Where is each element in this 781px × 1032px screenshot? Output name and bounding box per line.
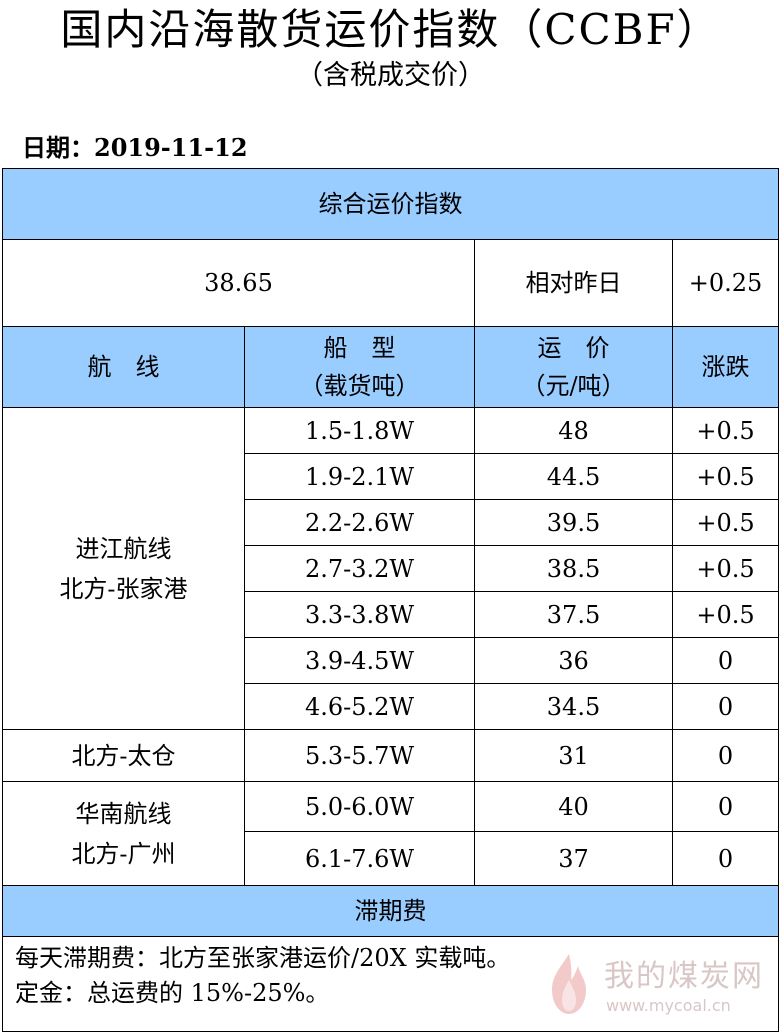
table-row: 4.6-5.2W 34.5 0: [3, 683, 779, 730]
composite-index-value: 38.65: [2, 239, 475, 327]
change-cell: 0: [672, 729, 779, 782]
composite-index-header: 综合运价指数: [2, 168, 779, 240]
compare-label: 相对昨日: [474, 239, 673, 327]
price-cell: 34.5: [474, 683, 673, 730]
table-row: 3.9-4.5W 36 0: [3, 637, 779, 684]
ship-cell: 4.6-5.2W: [244, 683, 475, 730]
page-title: 国内沿海散货运价指数（CCBF）: [60, 5, 721, 54]
table-row: 华南航线 北方-广州 5.0-6.0W 40 0: [2, 781, 779, 886]
route-line2: 北方-广州: [71, 839, 176, 868]
ship-cell: 2.2-2.6W: [244, 499, 475, 546]
demurrage-header: 滞期费: [2, 885, 779, 937]
col-header-price: 运 价 （元/吨）: [474, 326, 673, 408]
table-row: 3.3-3.8W 37.5 +0.5: [3, 591, 779, 638]
table-row: 1.9-2.1W 44.5 +0.5: [3, 453, 779, 500]
col-header-change: 涨跌: [672, 326, 779, 408]
ship-cell: 2.7-3.2W: [244, 545, 475, 592]
price-cell: 36: [474, 637, 673, 684]
ship-cell: 3.3-3.8W: [244, 591, 475, 638]
price-unit: （元/吨）: [521, 372, 626, 400]
change-cell: +0.5: [672, 499, 779, 546]
table-row: 6.1-7.6W 37 0: [3, 831, 779, 886]
ship-cell: 1.5-1.8W: [244, 407, 475, 454]
watermark-url: www.mycoal.cn: [606, 996, 731, 1015]
change-cell: +0.5: [672, 591, 779, 638]
price-cell: 37.5: [474, 591, 673, 638]
route-line1: 进江航线: [75, 534, 172, 563]
price-cell: 37: [474, 831, 673, 886]
demurrage-note: 每天滞期费：北方至张家港运价/20X 实载吨。 定金：总运费的 15%-25%。: [2, 936, 779, 1032]
deposit-note-line2: 定金：总运费的 15%-25%。: [15, 979, 330, 1007]
change-cell: +0.5: [672, 453, 779, 500]
ship-type-unit: （载货吨）: [299, 372, 420, 400]
change-cell: +0.5: [672, 407, 779, 454]
change-cell: 0: [672, 781, 779, 832]
price-label: 运 价: [537, 334, 610, 362]
change-cell: +0.5: [672, 545, 779, 592]
flame-logo-icon: [552, 954, 586, 1014]
change-cell: 0: [672, 637, 779, 684]
table-row: 进江航线 北方-张家港 1.5-1.8W 48 +0.5: [2, 407, 779, 730]
route-line1: 华南航线: [75, 799, 172, 828]
composite-change: +0.25: [672, 239, 779, 327]
ship-cell: 6.1-7.6W: [244, 831, 475, 886]
watermark-text: 我的煤炭网: [604, 959, 764, 994]
change-cell: 0: [672, 831, 779, 886]
route-line2: 北方-张家港: [59, 574, 188, 603]
price-cell: 44.5: [474, 453, 673, 500]
ship-cell: 5.0-6.0W: [244, 781, 475, 832]
watermark: 我的煤炭网 www.mycoal.cn: [538, 950, 768, 1020]
price-cell: 39.5: [474, 499, 673, 546]
change-cell: 0: [672, 683, 779, 730]
ship-type-label: 船 型: [323, 334, 396, 362]
ship-cell: 1.9-2.1W: [244, 453, 475, 500]
price-cell: 31: [474, 729, 673, 782]
freight-index-table: 综合运价指数 38.65 相对昨日 +0.25 航 线 船 型 （载货吨） 运 …: [2, 168, 779, 1032]
price-cell: 40: [474, 781, 673, 832]
demurrage-note-line1: 每天滞期费：北方至张家港运价/20X 实载吨。: [15, 944, 511, 972]
route-taicang: 北方-太仓: [2, 729, 245, 782]
col-header-route: 航 线: [2, 326, 245, 408]
price-cell: 38.5: [474, 545, 673, 592]
route-jinjiang: 进江航线 北方-张家港: [2, 407, 245, 730]
table-row: 北方-太仓 5.3-5.7W 31 0: [2, 729, 779, 782]
price-cell: 48: [474, 407, 673, 454]
ship-cell: 5.3-5.7W: [244, 729, 475, 782]
ship-cell: 3.9-4.5W: [244, 637, 475, 684]
route-huanan: 华南航线 北方-广州: [2, 781, 245, 886]
col-header-ship-type: 船 型 （载货吨）: [244, 326, 475, 408]
page-subtitle: （含税成交价）: [296, 60, 485, 91]
date-label: 日期：2019-11-12: [22, 133, 248, 162]
